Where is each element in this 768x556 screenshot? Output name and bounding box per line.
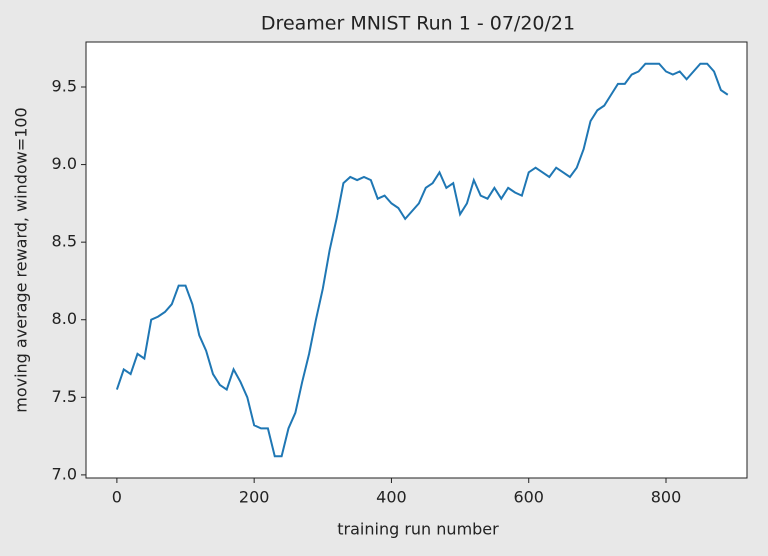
- y-tick-label: 9.5: [52, 76, 77, 95]
- y-tick-label: 8.5: [52, 232, 77, 251]
- x-tick-label: 800: [651, 488, 682, 507]
- x-axis-label: training run number: [337, 520, 499, 539]
- y-tick-label: 8.0: [52, 309, 77, 328]
- chart-title: Dreamer MNIST Run 1 - 07/20/21: [261, 13, 575, 35]
- y-tick-label: 7.5: [52, 387, 77, 406]
- x-tick-label: 0: [112, 488, 122, 507]
- y-tick-label: 9.0: [52, 154, 77, 173]
- line: [115, 62, 729, 458]
- x-tick-label: 200: [239, 488, 270, 507]
- x-tick-label: 600: [513, 488, 544, 507]
- plot-area: [85, 41, 748, 479]
- y-axis-label: moving average reward, window=100: [12, 107, 31, 413]
- y-tick-label: 7.0: [52, 464, 77, 483]
- x-tick-label: 400: [376, 488, 407, 507]
